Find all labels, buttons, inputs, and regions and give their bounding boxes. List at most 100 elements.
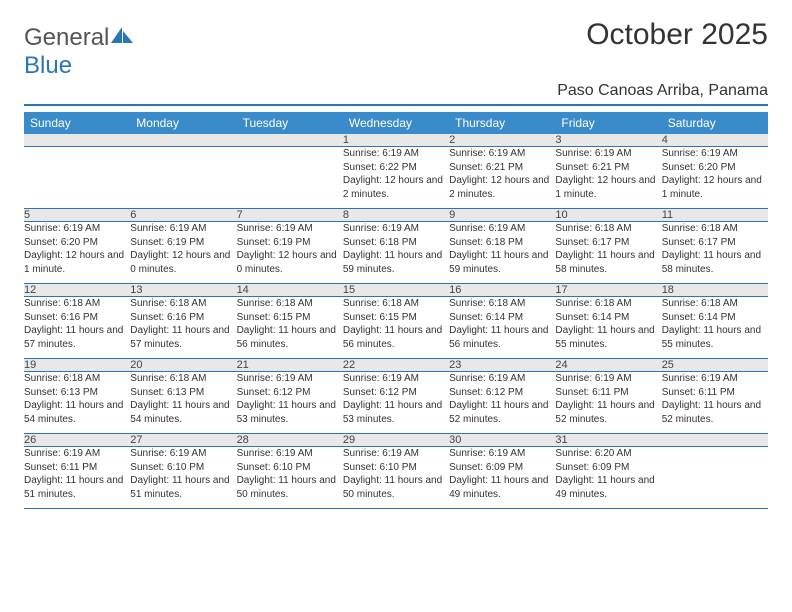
day-detail-row: Sunrise: 6:19 AMSunset: 6:22 PMDaylight:… bbox=[24, 147, 768, 209]
day-number-cell: 8 bbox=[343, 209, 449, 222]
day-detail-cell bbox=[130, 147, 236, 209]
calendar-body: 1234 Sunrise: 6:19 AMSunset: 6:22 PMDayl… bbox=[24, 134, 768, 509]
day-number-cell bbox=[130, 134, 236, 147]
day-detail-cell: Sunrise: 6:19 AMSunset: 6:09 PMDaylight:… bbox=[449, 447, 555, 509]
day-number-cell: 27 bbox=[130, 434, 236, 447]
day-detail-cell: Sunrise: 6:19 AMSunset: 6:12 PMDaylight:… bbox=[237, 372, 343, 434]
day-detail-cell: Sunrise: 6:18 AMSunset: 6:16 PMDaylight:… bbox=[24, 297, 130, 359]
logo: GeneralBlue bbox=[24, 18, 135, 80]
day-detail-cell: Sunrise: 6:19 AMSunset: 6:11 PMDaylight:… bbox=[24, 447, 130, 509]
day-number-cell: 4 bbox=[662, 134, 768, 147]
weekday-header: Sunday bbox=[24, 112, 130, 134]
day-number-cell bbox=[662, 434, 768, 447]
day-detail-cell: Sunrise: 6:19 AMSunset: 6:20 PMDaylight:… bbox=[662, 147, 768, 209]
day-detail-row: Sunrise: 6:18 AMSunset: 6:13 PMDaylight:… bbox=[24, 372, 768, 434]
day-number-cell: 19 bbox=[24, 359, 130, 372]
day-number-cell: 13 bbox=[130, 284, 236, 297]
day-number-cell: 10 bbox=[555, 209, 661, 222]
day-number-row: 1234 bbox=[24, 134, 768, 147]
weekday-header: Wednesday bbox=[343, 112, 449, 134]
day-number-cell: 14 bbox=[237, 284, 343, 297]
day-detail-cell: Sunrise: 6:19 AMSunset: 6:20 PMDaylight:… bbox=[24, 222, 130, 284]
day-detail-cell: Sunrise: 6:18 AMSunset: 6:16 PMDaylight:… bbox=[130, 297, 236, 359]
day-number-cell: 21 bbox=[237, 359, 343, 372]
day-detail-cell: Sunrise: 6:19 AMSunset: 6:12 PMDaylight:… bbox=[449, 372, 555, 434]
title-block: October 2025 bbox=[586, 18, 768, 56]
day-number-cell: 12 bbox=[24, 284, 130, 297]
day-number-cell bbox=[237, 134, 343, 147]
day-detail-cell: Sunrise: 6:18 AMSunset: 6:14 PMDaylight:… bbox=[555, 297, 661, 359]
day-number-cell: 30 bbox=[449, 434, 555, 447]
day-detail-row: Sunrise: 6:19 AMSunset: 6:11 PMDaylight:… bbox=[24, 447, 768, 509]
day-number-cell bbox=[24, 134, 130, 147]
location-text: Paso Canoas Arriba, Panama bbox=[24, 82, 768, 106]
day-detail-cell: Sunrise: 6:19 AMSunset: 6:11 PMDaylight:… bbox=[662, 372, 768, 434]
day-detail-cell: Sunrise: 6:19 AMSunset: 6:19 PMDaylight:… bbox=[237, 222, 343, 284]
weekday-header: Tuesday bbox=[237, 112, 343, 134]
sail-icon bbox=[109, 25, 135, 45]
day-detail-cell: Sunrise: 6:18 AMSunset: 6:13 PMDaylight:… bbox=[24, 372, 130, 434]
day-detail-cell: Sunrise: 6:19 AMSunset: 6:18 PMDaylight:… bbox=[449, 222, 555, 284]
day-detail-cell: Sunrise: 6:20 AMSunset: 6:09 PMDaylight:… bbox=[555, 447, 661, 509]
day-number-cell: 29 bbox=[343, 434, 449, 447]
day-detail-cell: Sunrise: 6:18 AMSunset: 6:15 PMDaylight:… bbox=[343, 297, 449, 359]
day-detail-cell: Sunrise: 6:18 AMSunset: 6:14 PMDaylight:… bbox=[449, 297, 555, 359]
day-detail-cell: Sunrise: 6:18 AMSunset: 6:13 PMDaylight:… bbox=[130, 372, 236, 434]
day-detail-cell: Sunrise: 6:18 AMSunset: 6:15 PMDaylight:… bbox=[237, 297, 343, 359]
weekday-header: Friday bbox=[555, 112, 661, 134]
calendar-header: SundayMondayTuesdayWednesdayThursdayFrid… bbox=[24, 112, 768, 134]
day-detail-cell: Sunrise: 6:19 AMSunset: 6:21 PMDaylight:… bbox=[449, 147, 555, 209]
day-detail-cell: Sunrise: 6:19 AMSunset: 6:22 PMDaylight:… bbox=[343, 147, 449, 209]
day-detail-row: Sunrise: 6:18 AMSunset: 6:16 PMDaylight:… bbox=[24, 297, 768, 359]
day-number-cell: 23 bbox=[449, 359, 555, 372]
day-detail-cell: Sunrise: 6:19 AMSunset: 6:18 PMDaylight:… bbox=[343, 222, 449, 284]
logo-word-2: Blue bbox=[24, 52, 72, 79]
calendar-table: SundayMondayTuesdayWednesdayThursdayFrid… bbox=[24, 112, 768, 509]
day-number-cell: 1 bbox=[343, 134, 449, 147]
day-number-row: 19202122232425 bbox=[24, 359, 768, 372]
header-row: GeneralBlue October 2025 bbox=[24, 18, 768, 80]
day-number-cell: 25 bbox=[662, 359, 768, 372]
day-number-cell: 6 bbox=[130, 209, 236, 222]
logo-text: GeneralBlue bbox=[24, 24, 135, 80]
weekday-header: Saturday bbox=[662, 112, 768, 134]
day-number-cell: 16 bbox=[449, 284, 555, 297]
location-row: Paso Canoas Arriba, Panama bbox=[24, 82, 768, 106]
day-detail-cell: Sunrise: 6:19 AMSunset: 6:11 PMDaylight:… bbox=[555, 372, 661, 434]
day-detail-cell bbox=[662, 447, 768, 509]
day-number-cell: 31 bbox=[555, 434, 661, 447]
day-detail-cell: Sunrise: 6:19 AMSunset: 6:19 PMDaylight:… bbox=[130, 222, 236, 284]
day-number-cell: 9 bbox=[449, 209, 555, 222]
day-number-row: 262728293031 bbox=[24, 434, 768, 447]
day-number-cell: 2 bbox=[449, 134, 555, 147]
day-detail-cell bbox=[24, 147, 130, 209]
day-number-cell: 11 bbox=[662, 209, 768, 222]
day-number-cell: 17 bbox=[555, 284, 661, 297]
day-detail-cell: Sunrise: 6:19 AMSunset: 6:21 PMDaylight:… bbox=[555, 147, 661, 209]
day-number-cell: 15 bbox=[343, 284, 449, 297]
day-number-row: 567891011 bbox=[24, 209, 768, 222]
weekday-header: Thursday bbox=[449, 112, 555, 134]
day-detail-row: Sunrise: 6:19 AMSunset: 6:20 PMDaylight:… bbox=[24, 222, 768, 284]
day-number-cell: 5 bbox=[24, 209, 130, 222]
day-number-cell: 28 bbox=[237, 434, 343, 447]
logo-word-1: General bbox=[24, 24, 109, 51]
calendar-page: GeneralBlue October 2025 Paso Canoas Arr… bbox=[0, 0, 792, 509]
day-number-row: 12131415161718 bbox=[24, 284, 768, 297]
day-detail-cell: Sunrise: 6:18 AMSunset: 6:17 PMDaylight:… bbox=[662, 222, 768, 284]
day-detail-cell: Sunrise: 6:19 AMSunset: 6:10 PMDaylight:… bbox=[237, 447, 343, 509]
day-detail-cell: Sunrise: 6:18 AMSunset: 6:14 PMDaylight:… bbox=[662, 297, 768, 359]
day-detail-cell: Sunrise: 6:19 AMSunset: 6:10 PMDaylight:… bbox=[343, 447, 449, 509]
day-detail-cell: Sunrise: 6:19 AMSunset: 6:12 PMDaylight:… bbox=[343, 372, 449, 434]
day-detail-cell: Sunrise: 6:18 AMSunset: 6:17 PMDaylight:… bbox=[555, 222, 661, 284]
weekday-header: Monday bbox=[130, 112, 236, 134]
day-number-cell: 3 bbox=[555, 134, 661, 147]
month-title: October 2025 bbox=[586, 18, 768, 52]
day-number-cell: 26 bbox=[24, 434, 130, 447]
day-number-cell: 24 bbox=[555, 359, 661, 372]
day-number-cell: 18 bbox=[662, 284, 768, 297]
day-number-cell: 20 bbox=[130, 359, 236, 372]
day-detail-cell bbox=[237, 147, 343, 209]
day-number-cell: 7 bbox=[237, 209, 343, 222]
day-number-cell: 22 bbox=[343, 359, 449, 372]
